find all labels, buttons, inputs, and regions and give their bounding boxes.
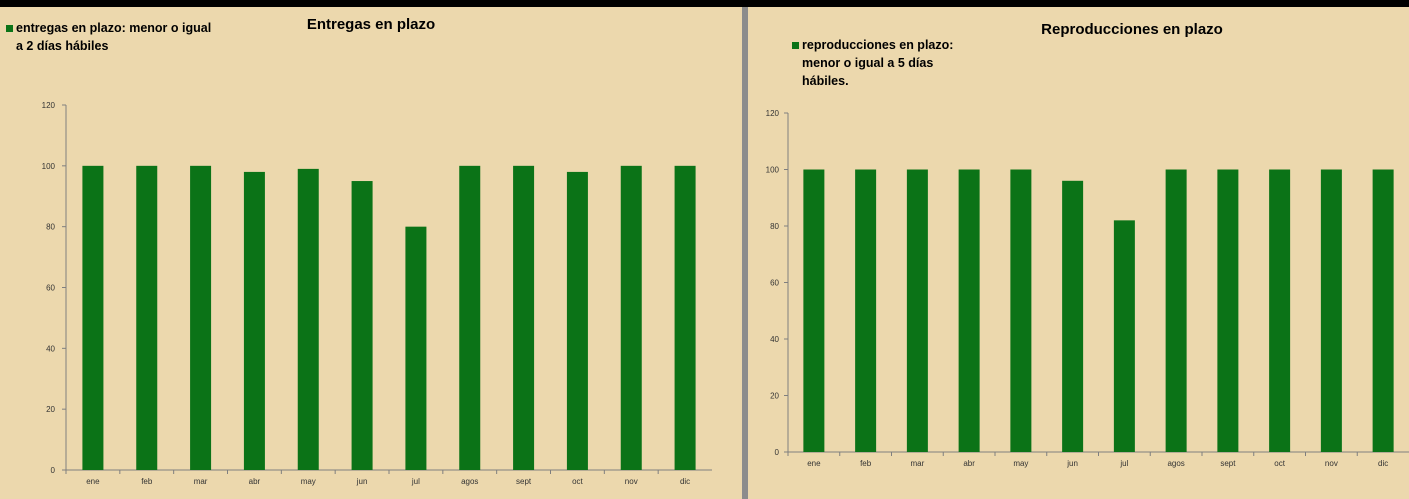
y-tick-label: 100 [766,166,780,175]
legend-label-line: entregas en plazo: menor o igual [16,21,211,35]
x-tick-label: jun [356,477,368,486]
x-tick-label: agos [1167,459,1184,468]
y-tick-label: 60 [46,284,55,293]
bar-entregas-oct [566,171,588,470]
x-tick-label: sept [1220,459,1236,468]
y-tick-label: 40 [770,335,779,344]
x-tick-label: dic [1378,459,1388,468]
bar-entregas-jun [351,181,373,470]
x-tick-label: mar [910,459,924,468]
legend-swatch [792,42,799,49]
y-tick-label: 0 [775,448,780,457]
bar-reproducciones-feb [855,169,877,452]
x-tick-label: may [1013,459,1028,468]
chart-panel-entregas: Entregas en plazo entregas en plazo: meno… [0,7,742,499]
bar-reproducciones-abr [958,169,980,452]
bar-reproducciones-mar [906,169,928,452]
bar-entregas-nov [620,165,642,471]
bar-entregas-may [297,168,319,470]
bar-reproducciones-jun [1062,180,1084,453]
x-tick-label: sept [516,477,532,486]
y-tick-label: 120 [766,109,780,118]
x-tick-label: abr [963,459,975,468]
x-tick-label: nov [625,477,638,486]
bar-entregas-dic [674,165,696,471]
y-tick-label: 20 [46,405,55,414]
y-tick-label: 100 [42,162,56,171]
bar-entregas-mar [190,165,212,471]
y-tick-label: 0 [51,466,56,475]
x-tick-label: oct [1274,459,1285,468]
legend-label-line: reproducciones en plazo: [802,38,953,52]
y-tick-label: 20 [770,392,779,401]
y-tick-label: 80 [46,223,55,232]
x-tick-label: agos [461,477,478,486]
x-tick-label: abr [249,477,261,486]
y-tick-label: 120 [42,101,56,110]
x-tick-label: nov [1325,459,1338,468]
chart-title: Entregas en plazo [307,16,435,33]
bar-reproducciones-jul [1113,220,1135,452]
x-tick-label: ene [807,459,821,468]
bar-entregas-jul [405,226,427,470]
x-tick-label: may [301,477,316,486]
x-tick-label: oct [572,477,583,486]
chart-title: Reproducciones en plazo [1041,21,1223,38]
legend-swatch [6,25,13,32]
bar-reproducciones-nov [1320,169,1342,452]
bar-reproducciones-sept [1217,169,1239,452]
x-tick-label: mar [194,477,208,486]
chart-entregas-en-plazo: Entregas en plazo entregas en plazo: meno… [6,16,712,486]
x-tick-label: ene [86,477,100,486]
x-tick-label: feb [141,477,153,486]
legend-label-line: hábiles. [802,74,849,88]
bar-entregas-sept [513,165,535,471]
bar-reproducciones-dic [1372,169,1394,452]
bar-entregas-abr [243,171,265,470]
bar-entregas-ene [82,165,104,471]
bar-entregas-agos [459,165,481,471]
bar-reproducciones-ene [803,169,825,452]
y-tick-label: 80 [770,222,779,231]
legend-label-line: menor o igual a 5 días [802,56,933,70]
legend-label-line: a 2 días hábiles [16,39,108,53]
bar-reproducciones-agos [1165,169,1187,452]
x-tick-label: jun [1066,459,1078,468]
bar-reproducciones-oct [1269,169,1291,452]
chart-reproducciones-en-plazo: Reproducciones en plazo reproducciones en… [766,21,1409,468]
x-tick-label: jul [411,477,420,486]
x-tick-label: dic [680,477,690,486]
x-tick-label: feb [860,459,872,468]
bar-reproducciones-may [1010,169,1032,452]
chart-panel-reproducciones: Reproducciones en plazo reproducciones en… [748,7,1409,499]
y-tick-label: 60 [770,279,779,288]
y-tick-label: 40 [46,344,55,353]
panel-divider [742,7,748,499]
x-tick-label: jul [1119,459,1128,468]
bar-entregas-feb [136,165,158,471]
